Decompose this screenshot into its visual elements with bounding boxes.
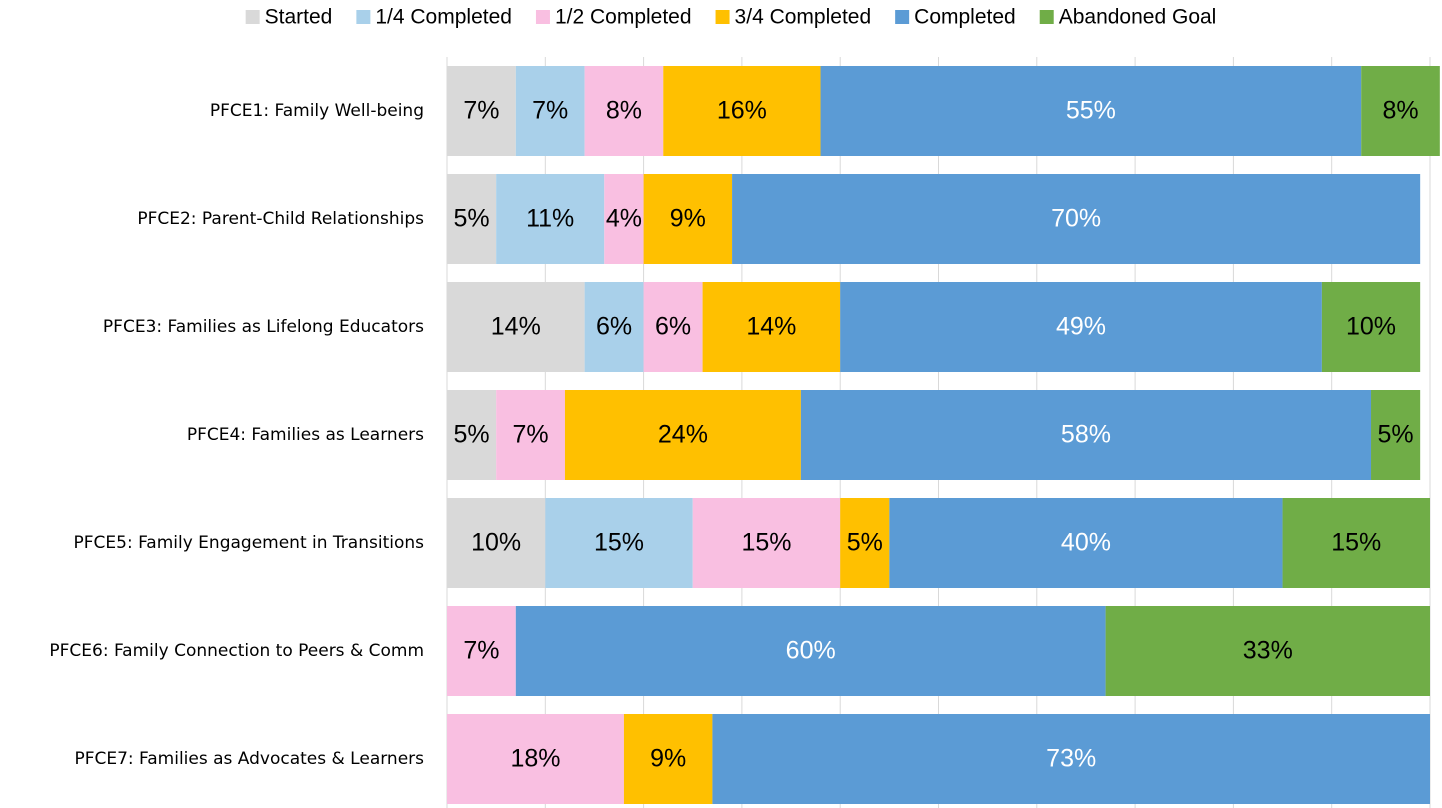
bar-segment [447, 66, 516, 156]
bar-segment [663, 66, 821, 156]
bar-segment [584, 66, 664, 156]
data-label: 14% [746, 313, 796, 341]
bar-segment [447, 282, 585, 372]
data-label: 40% [1061, 529, 1111, 557]
data-label: 49% [1056, 313, 1106, 341]
bar-segment [496, 390, 565, 480]
data-label: 9% [650, 745, 686, 773]
bar-segment [496, 174, 605, 264]
data-label: 15% [1331, 529, 1381, 557]
legend-label: Abandoned Goal [1059, 6, 1217, 29]
data-label: 7% [463, 97, 499, 125]
category-label: PFCE5: Family Engagement in Transitions [73, 533, 424, 553]
bar-segment [1105, 606, 1430, 696]
legend-item: 1/2 Completed [535, 6, 692, 29]
bar-segment [692, 498, 841, 588]
legend-label: 1/4 Completed [375, 6, 512, 29]
bar-segment [604, 174, 644, 264]
bar-segment [889, 498, 1283, 588]
legend-label: 3/4 Completed [735, 6, 872, 29]
legend-item: Abandoned Goal [1039, 6, 1217, 29]
category-label: PFCE4: Families as Learners [187, 425, 424, 445]
data-label: 8% [1382, 97, 1418, 125]
bar-segment [820, 66, 1362, 156]
category-label: PFCE6: Family Connection to Peers & Comm [49, 641, 424, 661]
bar-segment [447, 390, 497, 480]
data-label: 5% [847, 529, 883, 557]
data-label: 70% [1051, 205, 1101, 233]
data-label: 60% [786, 637, 836, 665]
legend-swatch [245, 10, 260, 24]
data-label: 7% [532, 97, 568, 125]
legend-label: Completed [914, 6, 1016, 29]
bar-segment [1361, 66, 1440, 156]
bar-segment [447, 606, 516, 696]
data-label: 10% [1346, 313, 1396, 341]
legend-swatch [535, 10, 550, 24]
bar-segment [1321, 282, 1421, 372]
bar-segment [584, 282, 644, 372]
bar-segment [447, 498, 546, 588]
data-label: 5% [454, 421, 490, 449]
data-label: 14% [491, 313, 541, 341]
bar-segment [623, 714, 713, 804]
bar-segment [800, 390, 1372, 480]
data-label: 16% [717, 97, 767, 125]
data-label: 15% [594, 529, 644, 557]
bar-segment [447, 174, 497, 264]
legend-swatch [356, 10, 371, 24]
category-label: PFCE1: Family Well-being [210, 101, 424, 121]
category-label: PFCE7: Families as Advocates & Learners [74, 749, 424, 769]
bar-segment [840, 282, 1322, 372]
legend-item: Completed [895, 6, 1016, 29]
bar-segment [643, 282, 703, 372]
data-label: 6% [655, 313, 691, 341]
bar-segment [564, 390, 801, 480]
legend-swatch [715, 10, 730, 24]
bar-segment [447, 714, 624, 804]
data-label: 15% [741, 529, 791, 557]
category-label: PFCE3: Families as Lifelong Educators [103, 317, 424, 337]
bar-segment [732, 174, 1421, 264]
data-label: 24% [658, 421, 708, 449]
bar-segment [840, 498, 890, 588]
data-label: 8% [606, 97, 642, 125]
data-label: 7% [512, 421, 548, 449]
bar-segment [515, 66, 585, 156]
category-label: PFCE2: Parent-Child Relationships [137, 209, 424, 229]
bar-segment [702, 282, 841, 372]
data-label: 73% [1046, 745, 1096, 773]
data-label: 6% [596, 313, 632, 341]
bar-segment [712, 714, 1430, 804]
bar-segment [515, 606, 1106, 696]
legend-label: Started [265, 6, 333, 29]
data-label: 58% [1061, 421, 1111, 449]
legend-swatch [1039, 10, 1054, 24]
legend-swatch [895, 10, 910, 24]
data-label: 7% [463, 637, 499, 665]
legend-label: 1/2 Completed [555, 6, 692, 29]
data-label: 11% [526, 205, 574, 233]
legend-item: Started [245, 6, 333, 29]
legend-item: 3/4 Completed [715, 6, 872, 29]
data-label: 5% [454, 205, 490, 233]
bar-segment [545, 498, 693, 588]
data-label: 4% [606, 205, 642, 233]
data-label: 55% [1066, 97, 1116, 125]
bar-segment [643, 174, 733, 264]
data-label: 10% [471, 529, 521, 557]
data-label: 5% [1378, 421, 1414, 449]
bar-segment [1371, 390, 1421, 480]
legend-item: 1/4 Completed [356, 6, 512, 29]
legend: Started 1/4 Completed 1/2 Completed 3/4 Com… [245, 6, 1217, 29]
data-label: 9% [670, 205, 706, 233]
bar-segment [1282, 498, 1430, 588]
data-label: 18% [510, 745, 560, 773]
data-label: 33% [1243, 637, 1293, 665]
